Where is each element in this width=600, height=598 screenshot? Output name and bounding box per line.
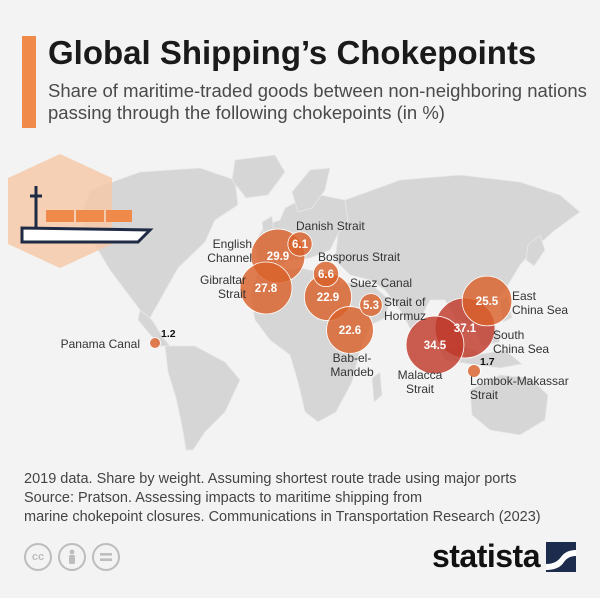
bubble-danish-strait — [287, 231, 313, 257]
place-label-malacca-strait: Malacca Strait — [398, 368, 443, 396]
bubble-bosporus-strait — [312, 260, 340, 288]
place-label-east-china-sea: East China Sea — [512, 289, 568, 317]
scandinavia-shape — [291, 167, 331, 213]
value-label-south-china-sea: 37.1 — [454, 323, 477, 335]
value-label-panama-canal: 1.2 — [161, 328, 176, 340]
license-icons: cc — [24, 543, 120, 571]
bubble-malacca-strait — [405, 315, 465, 375]
place-label-suez-canal: Suez Canal — [350, 276, 412, 290]
cc-icon[interactable]: cc — [24, 543, 52, 571]
bubble-strait-of-hormuz — [359, 293, 383, 317]
label-layer: 37.1 34.5 29.9 27.8 25.5 22.9 22.6 6.6 6.1 5.3 1.7… — [61, 219, 569, 402]
bubble-lombok-makassar-strait — [467, 364, 481, 378]
place-label-danish-strait: Danish Strait — [296, 219, 365, 233]
ship-container-3 — [106, 210, 132, 222]
north-america-shape — [79, 167, 239, 319]
value-label-gibraltar-strait: 27.8 — [255, 283, 278, 295]
japan-shape — [525, 234, 546, 267]
ship-badge — [8, 154, 154, 268]
place-label-south-china-sea: South China Sea — [493, 328, 549, 356]
south-america-shape — [164, 345, 241, 451]
chart-title: Global Shipping’s Chokepoints — [48, 34, 537, 71]
note-line-1: 2019 data. Share by weight. Assuming sho… — [24, 471, 517, 487]
value-label-suez-canal: 22.9 — [317, 292, 339, 304]
title-accent-bar — [22, 36, 36, 128]
place-label-gibraltar-strait: Gibraltar Strait — [200, 273, 247, 301]
attribution-icon[interactable] — [58, 543, 86, 571]
ship-icon — [20, 186, 154, 244]
place-label-bosporus-strait: Bosporus Strait — [318, 250, 401, 264]
bubble-bab-el-mandeb — [326, 306, 374, 354]
note-line-2: Source: Pratson. Assessing impacts to ma… — [24, 490, 423, 506]
no-derivatives-icon[interactable] — [92, 543, 120, 571]
bubble-panama-canal — [149, 337, 161, 349]
chart-notes: 2019 data. Share by weight. Assuming sho… — [24, 470, 584, 527]
bubble-east-china-sea — [461, 275, 513, 327]
value-label-east-china-sea: 25.5 — [476, 296, 499, 308]
bubble-layer — [149, 228, 513, 378]
value-label-lombok-makassar-strait: 1.7 — [480, 356, 495, 368]
value-label-bab-el-mandeb: 22.6 — [339, 325, 361, 337]
bubble-gibraltar-strait — [239, 261, 293, 315]
australia-shape — [469, 374, 549, 436]
note-line-3: marine chokepoint closures. Communicatio… — [24, 509, 541, 525]
statista-mark-icon — [546, 541, 576, 572]
chart-subtitle: Share of maritime-traded goods between n… — [48, 80, 587, 123]
map-svg: 37.1 34.5 29.9 27.8 25.5 22.9 22.6 6.6 6.1 5.3 1.7… — [8, 154, 581, 451]
ship-container-2 — [76, 210, 104, 222]
world-map: 37.1 34.5 29.9 27.8 25.5 22.9 22.6 6.6 6.1 5.3 1.7… — [0, 150, 600, 460]
value-label-english-channel: 29.9 — [267, 251, 289, 263]
ship-container-1 — [46, 210, 74, 222]
place-label-english-channel: English Channel — [207, 237, 252, 265]
place-label-panama-canal: Panama Canal — [61, 337, 140, 351]
value-label-malacca-strait: 34.5 — [424, 340, 447, 352]
value-label-strait-of-hormuz: 5.3 — [363, 300, 379, 312]
madagascar-shape — [371, 371, 383, 403]
greenland-shape — [231, 154, 286, 199]
place-label-lombok-makassar-strait: Lombok-Makassar Strait — [470, 374, 569, 402]
statista-logo[interactable]: statista — [432, 538, 576, 575]
brand-name: statista — [431, 538, 541, 574]
place-label-strait-of-hormuz: Strait of Hormuz — [384, 295, 426, 323]
value-label-danish-strait: 6.1 — [292, 239, 309, 251]
value-label-bosporus-strait: 6.6 — [318, 269, 334, 281]
place-label-bab-el-mandeb: Bab-el-Mandeb — [330, 351, 374, 379]
